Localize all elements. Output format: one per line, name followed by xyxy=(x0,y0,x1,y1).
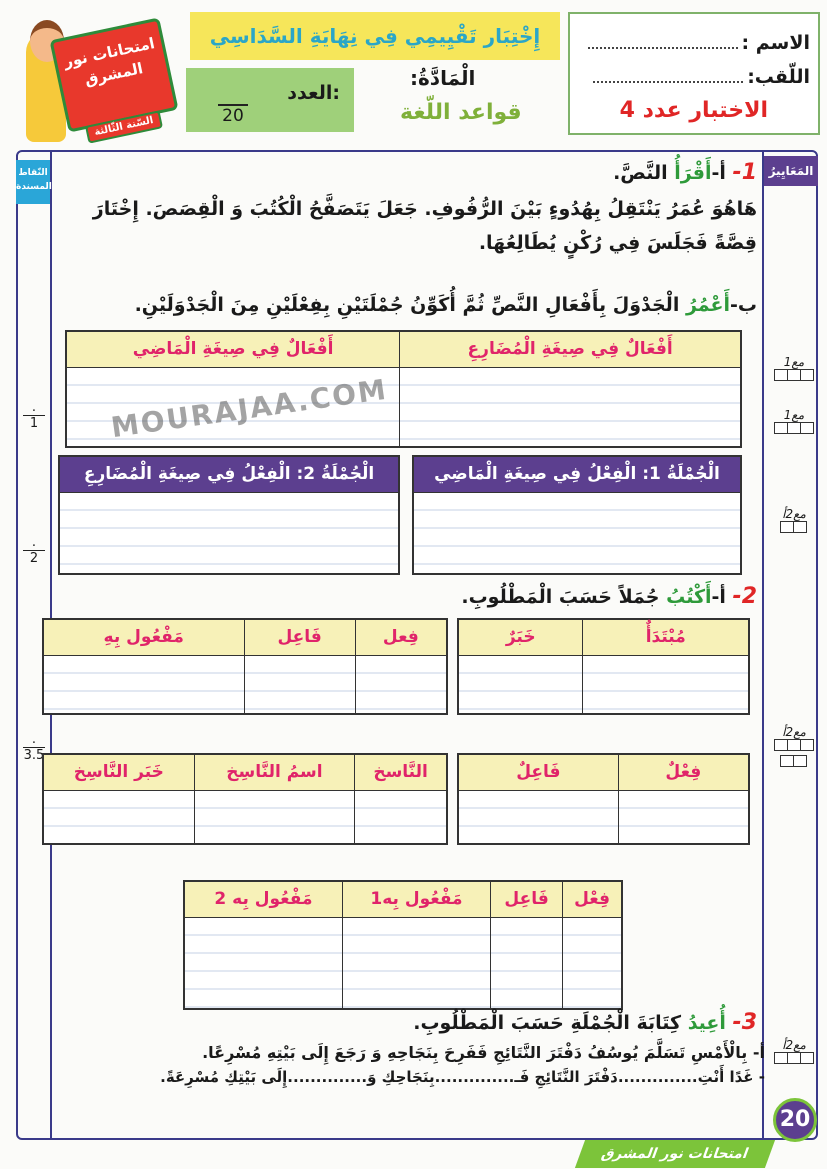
answer-table: الْجُمْلَةُ 1: الْفِعْلُ فِي صِيغَةِ الْ… xyxy=(412,455,742,575)
answer-table: أَفْعَالٌ فِي صِيغَةِ الْمُضَارِعِ أَفْعَ… xyxy=(65,330,742,448)
table-header: فِعْلٌ xyxy=(617,753,750,791)
table-header: الْجُمْلَةُ 2: الْفِعْلُ فِي صِيغَةِ الْ… xyxy=(58,455,400,493)
page-title: إِخْتِبَار تَقْيِيمِي فِي نِهَايَةِ السَ… xyxy=(190,12,560,60)
answer-cell[interactable] xyxy=(193,790,355,844)
reading-text: هَاهُوَ عُمَرُ يَنْتَقِلُ بِهُدُوءٍ بَيْ… xyxy=(92,198,757,254)
criterion-mark: مع1 xyxy=(772,408,816,434)
logo-year: السّنة الثّالثة xyxy=(85,110,164,144)
score-2: .2 xyxy=(17,535,51,566)
name-field[interactable]: الاسم : xyxy=(587,32,810,54)
table-header: خَبَرٌ xyxy=(457,618,584,656)
table-header: مَفْعُول بِه1 xyxy=(341,880,492,918)
table-header: أَفْعَالٌ فِي صِيغَةِ الْمَاضِي xyxy=(65,330,401,368)
exam-frame xyxy=(16,150,818,1140)
answer-cell[interactable] xyxy=(457,790,619,844)
answer-cell[interactable] xyxy=(617,790,749,844)
table-header: الْجُمْلَةُ 1: الْفِعْلُ فِي صِيغَةِ الْ… xyxy=(412,455,742,493)
subject: قواعد اللّغة xyxy=(400,100,522,125)
table-header: فِعْل xyxy=(562,880,623,918)
answer-cell[interactable] xyxy=(243,655,356,714)
score-denominator: 20 xyxy=(218,104,248,126)
surname-field[interactable]: اللّقب: xyxy=(593,66,810,88)
answer-cell[interactable] xyxy=(399,367,741,447)
section3-sentence: أ- بِالْأَمْسِ تَسَلَّمَ يُوسُفُ دَفْتَر… xyxy=(202,1043,765,1062)
answer-cell[interactable] xyxy=(457,655,583,714)
criterion-mark: مع2أ xyxy=(772,1038,816,1064)
answer-cell[interactable] xyxy=(341,917,491,1009)
table-header: فِعل xyxy=(354,618,448,656)
answer-table: فِعْل فَاعِل مَفْعُول بِه1 مَفْعُول بِه 2 xyxy=(183,880,623,1010)
section3-heading: 3- أُعِيدُ كِتَابَةَ الْجُمْلَةِ حَسَبَ … xyxy=(413,1010,757,1035)
answer-cell[interactable] xyxy=(58,492,399,574)
table-header: اسمُ النَّاسِخ xyxy=(193,753,356,791)
criterion-mark: مع2أ xyxy=(772,507,816,533)
answer-table: فِعل فَاعِل مَفْعُول بِهِ xyxy=(42,618,448,715)
answer-cell[interactable] xyxy=(412,492,741,574)
criterion-mark: مع2أ xyxy=(772,725,816,767)
page-number: 20 xyxy=(773,1098,817,1142)
answer-table: النَّاسخ اسمُ النَّاسِخ خَبَر النَّاسِخ xyxy=(42,753,448,845)
answer-table: مُبْتَدَأٌ خَبَرٌ xyxy=(457,618,750,715)
answer-cell[interactable] xyxy=(65,367,400,447)
student-info-box: الاسم : اللّقب: الاختبار عدد 4 xyxy=(568,12,820,135)
section2-heading: 2- أ-أَكْتُبُ جُمَلاً حَسَبَ الْمَطْلُوب… xyxy=(461,584,757,609)
table-header: أَفْعَالٌ فِي صِيغَةِ الْمُضَارِعِ xyxy=(399,330,742,368)
criterion-mark: مع1 xyxy=(772,355,816,381)
table-header: فَاعِل xyxy=(490,880,564,918)
section3-body: أ- بِالْأَمْسِ تَسَلَّمَ يُوسُفُ دَفْتَر… xyxy=(65,1040,765,1090)
table-header: مُبْتَدَأٌ xyxy=(582,618,750,656)
answer-table: فِعْلٌ فَاعِلٌ xyxy=(457,753,750,845)
test-number: الاختبار عدد 4 xyxy=(619,98,768,123)
section1-heading: 1- أ-أَقْرَأُ النَّصَّ. xyxy=(613,160,757,185)
answer-cell[interactable] xyxy=(354,655,447,714)
surname-label: اللّقب: xyxy=(747,66,810,88)
criteria-column xyxy=(762,152,818,1138)
criteria-header: المَعَايِيرُ xyxy=(764,156,818,186)
points-header: النّقاط المسندة xyxy=(16,160,52,204)
logo: امتحانات نور المشرق السّنة الثّالثة xyxy=(12,10,182,145)
answer-cell[interactable] xyxy=(490,917,563,1009)
score-label: العدد: xyxy=(287,82,340,104)
answer-cell[interactable] xyxy=(354,790,447,844)
score-3: . 3.5 xyxy=(23,732,45,763)
name-label: الاسم : xyxy=(741,32,810,54)
table-header: فَاعِلٌ xyxy=(457,753,619,791)
table-header: خَبَر النَّاسِخ xyxy=(42,753,195,791)
answer-cell[interactable] xyxy=(582,655,749,714)
answer-cell[interactable] xyxy=(183,917,343,1009)
subject-label: الْمَادَّةُ: xyxy=(410,66,476,90)
table-header: النَّاسخ xyxy=(354,753,448,791)
section3-fill-blank[interactable]: - غَدًا أَنْتِ..............دَفْتَرَ الن… xyxy=(160,1068,765,1086)
score-1: .1 xyxy=(17,400,51,431)
footer-brand: امتحانات نور المشرق xyxy=(574,1140,776,1168)
answer-cell[interactable] xyxy=(562,917,622,1009)
table-header: مَفْعُول بِه 2 xyxy=(183,880,343,918)
score-box: العدد: 20 xyxy=(186,68,354,132)
table-header: فَاعِل xyxy=(243,618,356,656)
answer-cell[interactable] xyxy=(42,790,195,844)
answer-cell[interactable] xyxy=(42,655,244,714)
section1b-instruction: ب-أَعْمُرُ الْجَدْوَلَ بِأَفْعَالِ النَّ… xyxy=(134,294,757,316)
table-header: مَفْعُول بِهِ xyxy=(42,618,245,656)
answer-table: الْجُمْلَةُ 2: الْفِعْلُ فِي صِيغَةِ الْ… xyxy=(58,455,400,575)
logo-sign: امتحانات نور المشرق السّنة الثّالثة xyxy=(49,17,179,144)
